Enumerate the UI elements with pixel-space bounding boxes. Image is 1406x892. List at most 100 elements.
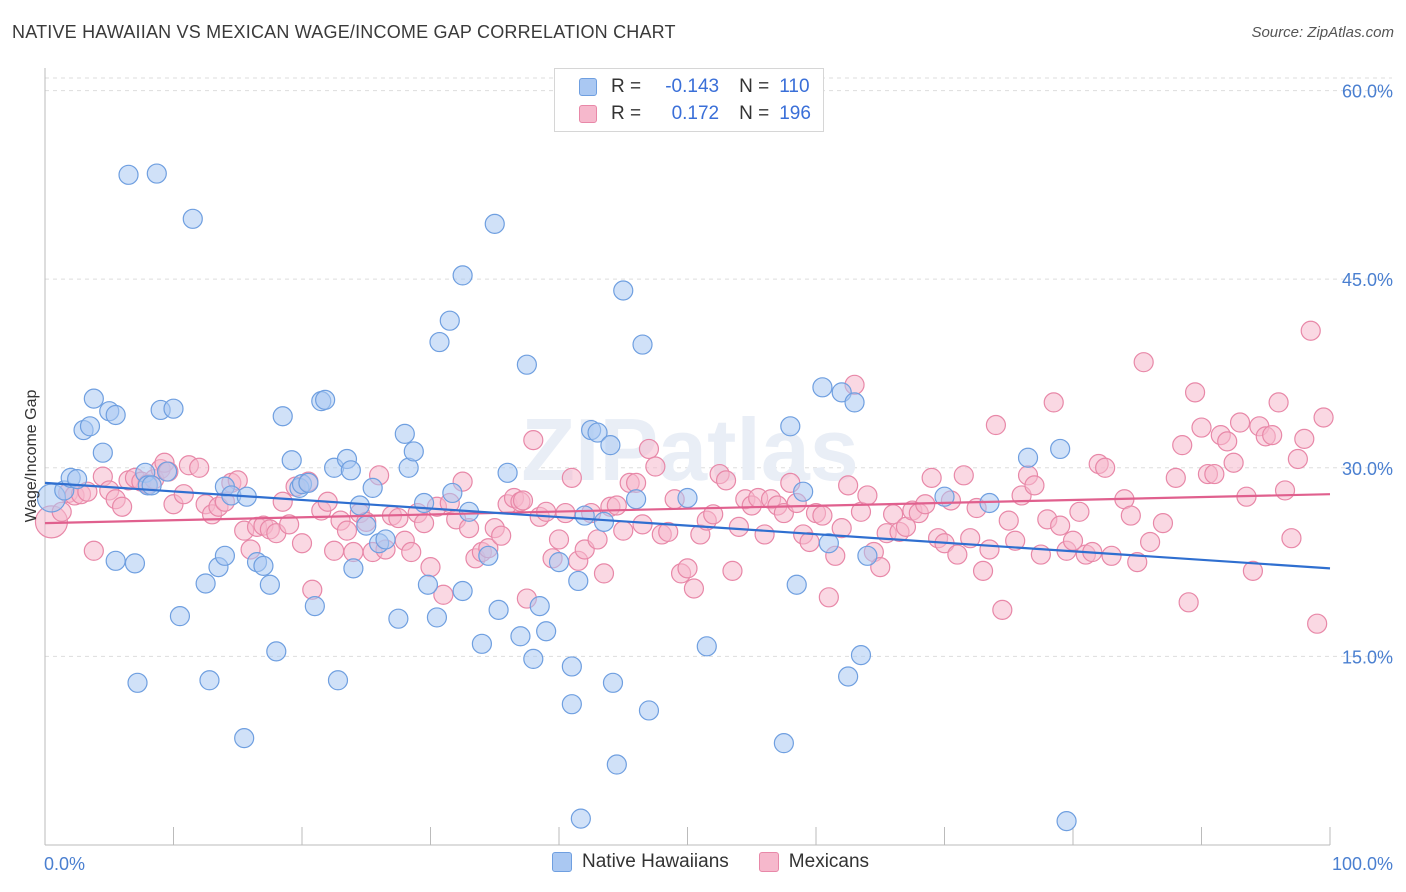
native-hawaiians-point — [696, 636, 717, 657]
mexicans-point — [83, 540, 104, 561]
native-hawaiians-point — [146, 163, 167, 184]
mexicans-point — [173, 484, 194, 505]
native-hawaiians-point — [304, 595, 325, 617]
native-hawaiians-point — [195, 573, 216, 594]
mexicans-point — [401, 541, 422, 563]
mexicans-point — [1204, 463, 1225, 485]
mexicans-point — [1139, 531, 1161, 553]
native-hawaiians-point — [471, 633, 492, 654]
mexicans-point — [979, 539, 1000, 560]
native-hawaiians-point — [638, 700, 660, 721]
native-hawaiians-point — [79, 416, 101, 437]
chart-title: NATIVE HAWAIIAN VS MEXICAN WAGE/INCOME G… — [12, 22, 676, 42]
mexicans-point — [870, 557, 891, 578]
native-hawaiians-point — [818, 533, 839, 554]
mexicans-point — [324, 540, 345, 561]
mexicans-point — [1287, 448, 1308, 470]
native-hawaiians-point — [850, 645, 872, 666]
mexicans-point — [1024, 475, 1045, 496]
legend-item-native-hawaiians[interactable]: Native Hawaiians — [552, 851, 729, 873]
trend-lines — [44, 481, 1331, 570]
mexicans-point — [658, 521, 679, 543]
mexicans-point — [1184, 382, 1206, 403]
mexicans-point — [413, 513, 435, 534]
tick-labels: 15.0% 30.0% 45.0% 60.0% 0.0% 100.0% — [44, 82, 1393, 874]
mexicans-point — [1172, 435, 1193, 456]
native-hawaiians-point — [497, 462, 518, 483]
y-tick-label: 60.0% — [1342, 82, 1393, 102]
legend-row-native-hawaiians: R = -0.143 N = 110 — [579, 74, 810, 100]
mexicans-point — [1043, 392, 1064, 413]
mexicans-point — [587, 529, 608, 550]
native-hawaiians-point — [105, 404, 126, 426]
mexicans-point — [433, 584, 454, 605]
native-hawaiians-point — [163, 398, 184, 419]
native-hawaiians-point — [315, 389, 336, 410]
native-hawaiians-point — [343, 558, 364, 579]
native-hawaiians-point — [127, 672, 148, 693]
native-hawaiians-point — [510, 626, 531, 647]
mexicans-point — [1095, 457, 1116, 478]
mexicans-point — [947, 544, 968, 565]
native-hawaiians-point — [327, 670, 349, 691]
mexicans-point — [1313, 407, 1334, 428]
pink-swatch — [758, 852, 779, 872]
native-hawaiians-point — [529, 595, 550, 617]
native-hawaiians-point — [156, 461, 178, 482]
mexicans-point — [632, 514, 653, 535]
native-hawaiians-point — [452, 580, 473, 602]
native-hawaiians-point — [349, 495, 370, 516]
mexicans-point — [420, 557, 441, 578]
mexicans-point — [812, 505, 833, 526]
native-hawaiians-point — [298, 472, 319, 493]
mexicans-point — [985, 414, 1007, 436]
mexicans-point — [336, 520, 358, 541]
native-hawaiians-point — [452, 265, 473, 286]
mexicans-point — [1294, 428, 1315, 449]
native-hawaiians-point — [403, 441, 424, 462]
mexicans-point — [1274, 480, 1296, 501]
mexicans-point — [1217, 431, 1238, 452]
blue-swatch — [552, 852, 572, 872]
native-hawaiians-point — [587, 422, 608, 443]
legend-item-mexicans[interactable]: Mexicans — [758, 851, 869, 873]
gridlines — [45, 77, 1392, 657]
native-hawaiians-point — [388, 608, 409, 629]
stats-legend: R = -0.143 N = 110 R = 0.172 N = 196 — [554, 68, 824, 132]
mexicans-point — [279, 514, 300, 535]
mexicans-trend-line — [44, 493, 1331, 525]
mexicans-point — [992, 599, 1013, 620]
x-tick-label-max: 100.0% — [1332, 854, 1393, 874]
pink-swatch — [579, 105, 597, 123]
mexicans-point — [831, 518, 852, 539]
native-hawaiians-point — [169, 606, 191, 627]
native-hawaiians-point — [199, 670, 220, 691]
mexicans-point — [548, 529, 570, 550]
mexicans-point — [921, 467, 942, 488]
native-hawaiians-point — [574, 505, 595, 526]
native-hawaiians-point — [429, 331, 450, 353]
native-hawaiians-point — [523, 648, 544, 670]
native-hawaiians-point — [362, 477, 383, 499]
native-hawaiians-point — [838, 666, 859, 687]
mexicans-point — [645, 456, 666, 477]
mexicans-point — [998, 510, 1019, 531]
mexicans-point — [1133, 352, 1154, 373]
r-label: R = — [611, 103, 642, 124]
mexicans-point — [1229, 412, 1251, 433]
n-label: N = — [739, 76, 770, 97]
native-hawaiians-point — [83, 388, 104, 409]
native-hawaiians-point — [234, 728, 255, 749]
native-hawaiians-point — [413, 492, 435, 514]
mexicans-point — [593, 563, 615, 584]
r-label: R = — [611, 76, 642, 97]
mexicans-point — [1223, 452, 1244, 473]
native-hawaiians-point — [182, 208, 203, 229]
native-hawaiians-trend-line — [44, 481, 1331, 570]
native-hawaiians-point — [593, 511, 615, 532]
mexicans-point — [1152, 513, 1174, 534]
series-legend: Native Hawaiians Mexicans — [552, 851, 899, 873]
native-hawaiians-point — [812, 377, 833, 398]
native-hawaiians-point — [536, 621, 557, 642]
